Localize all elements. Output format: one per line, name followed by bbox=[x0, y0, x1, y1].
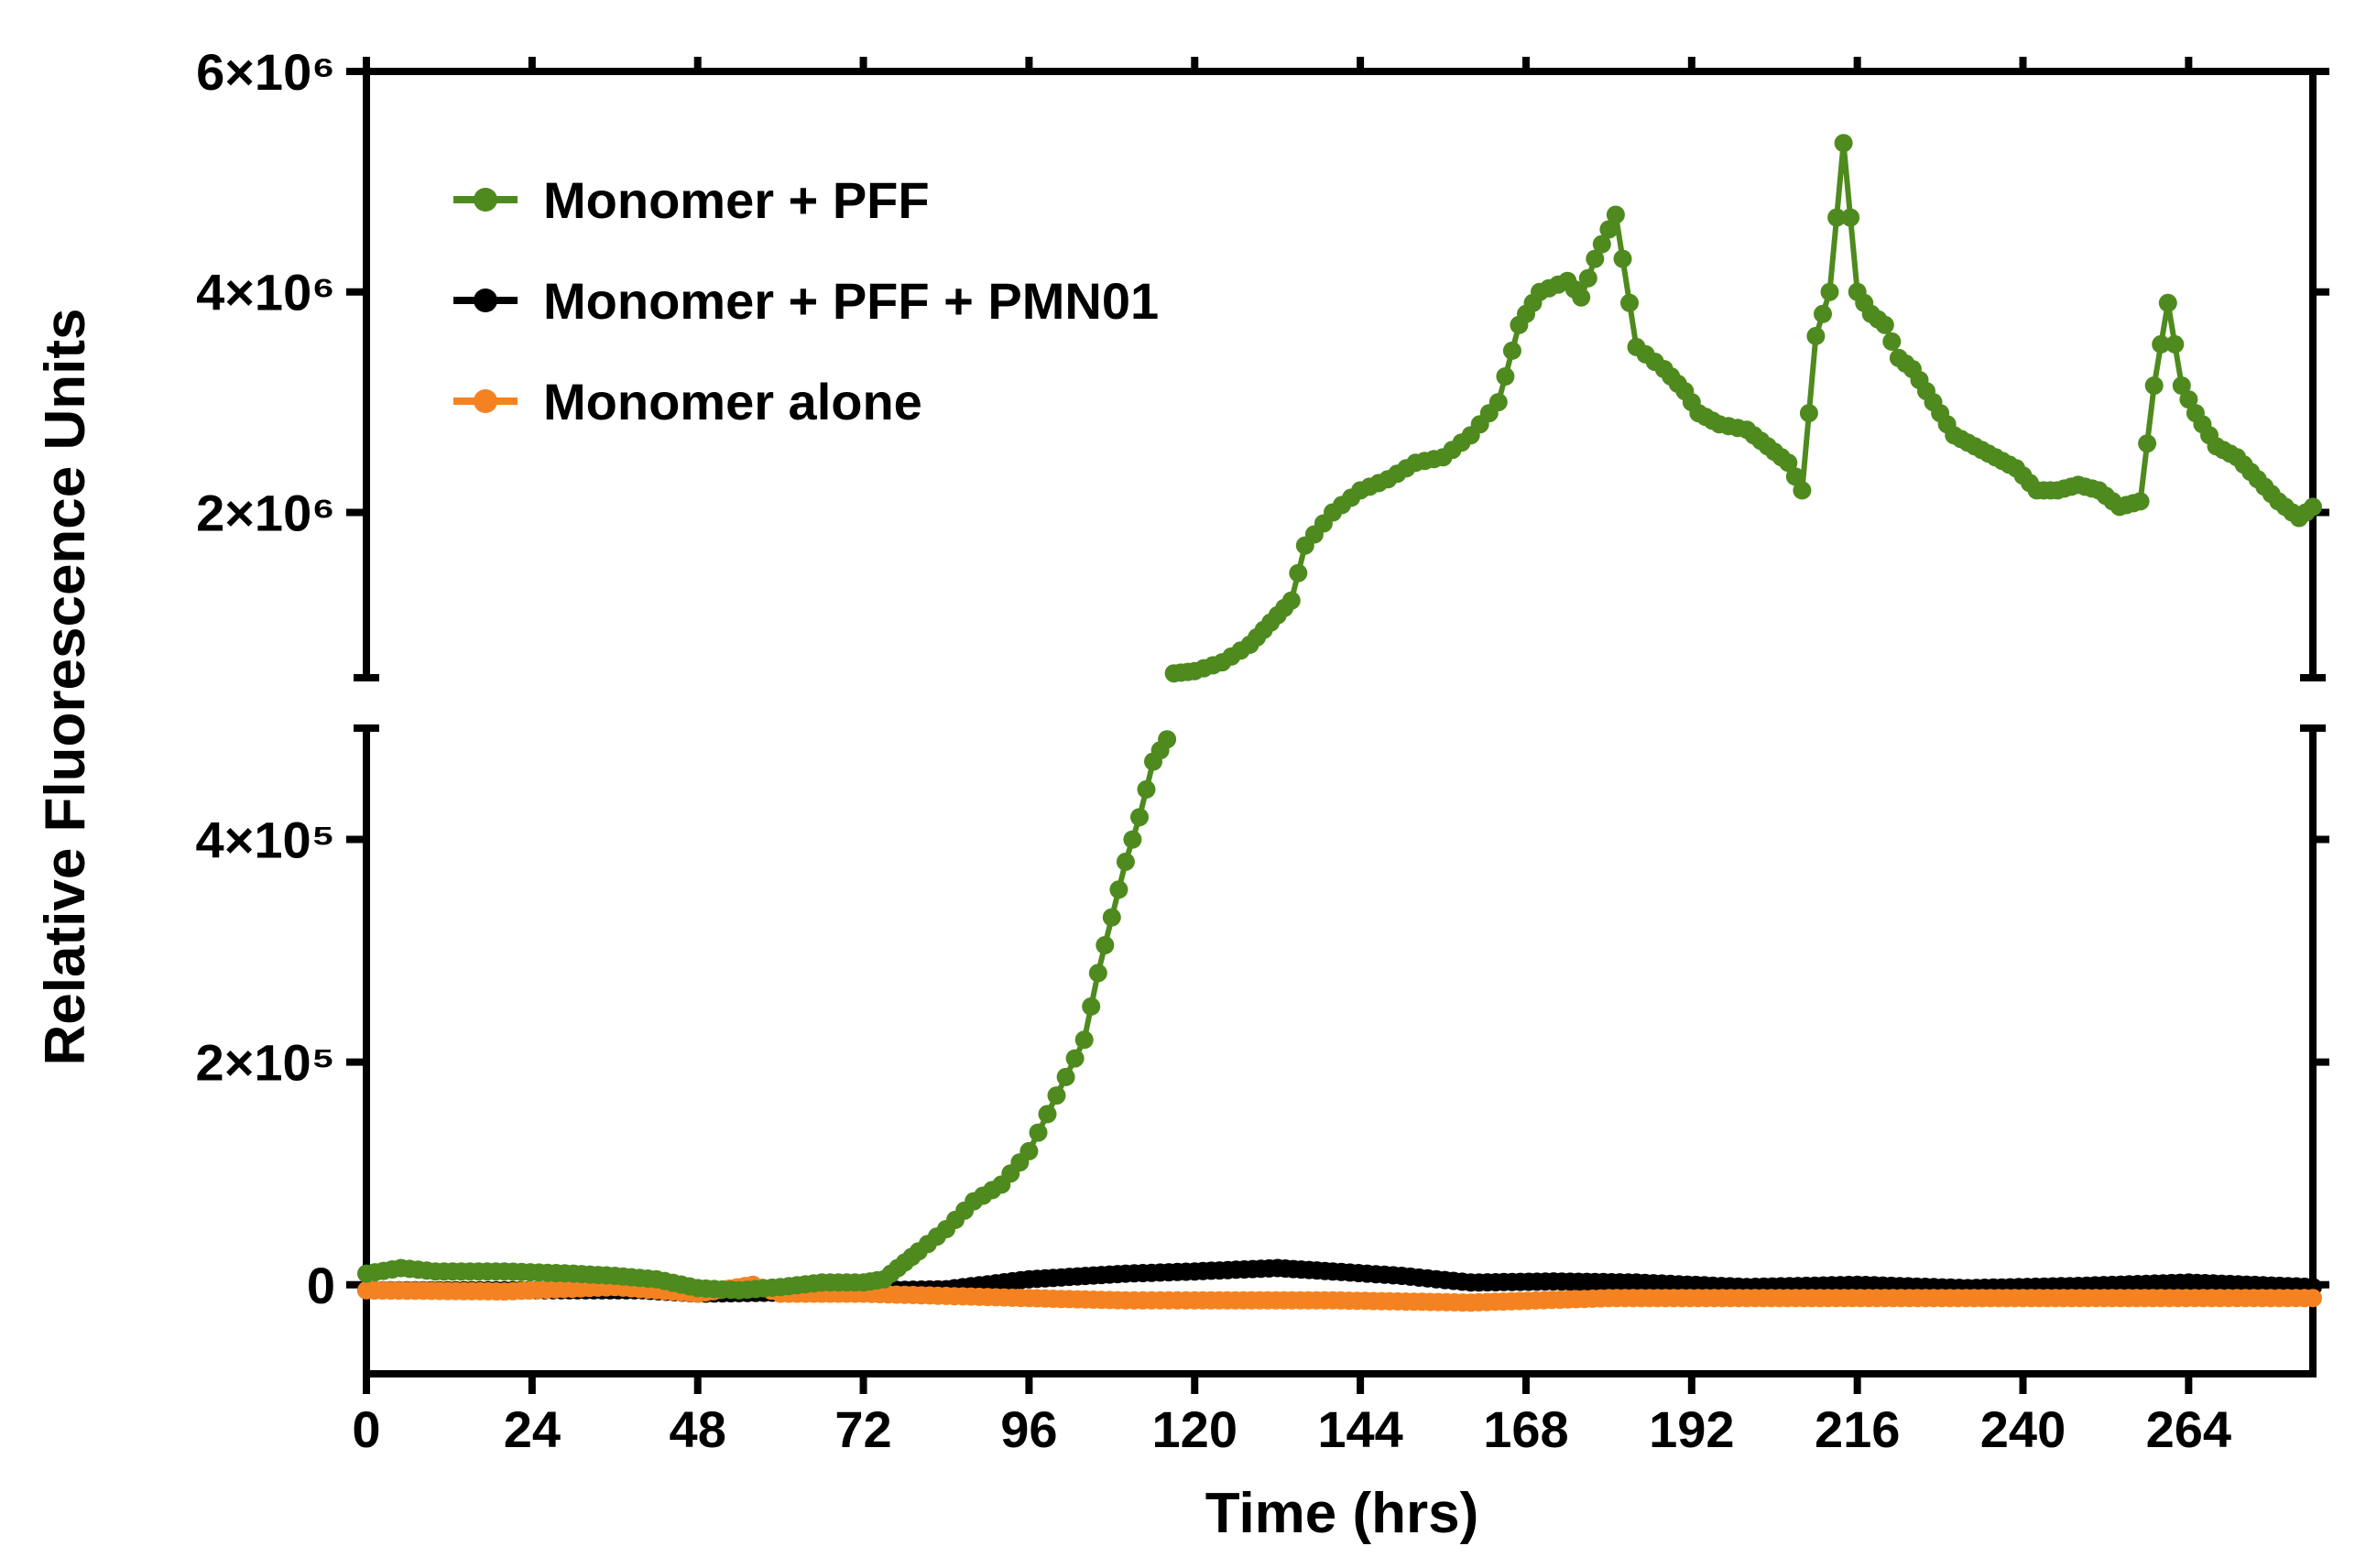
legend-marker bbox=[474, 188, 497, 212]
y-tick-label: 4×10⁶ bbox=[196, 264, 335, 321]
data-point bbox=[1599, 220, 1619, 239]
data-point bbox=[1841, 208, 1860, 227]
data-point bbox=[1289, 563, 1308, 583]
data-point bbox=[2304, 497, 2322, 517]
data-point bbox=[1056, 1067, 1075, 1086]
data-point bbox=[1572, 288, 1591, 307]
data-point bbox=[1875, 315, 1894, 334]
legend-label: Monomer alone bbox=[543, 373, 922, 430]
data-point bbox=[1799, 404, 1818, 423]
data-point bbox=[1123, 830, 1142, 849]
series-0 bbox=[357, 134, 2322, 1300]
y-tick-label: 4×10⁵ bbox=[196, 811, 335, 869]
data-point bbox=[1620, 293, 1639, 312]
data-point bbox=[1019, 1141, 1039, 1160]
data-point bbox=[1038, 1105, 1057, 1124]
y-tick-label: 2×10⁶ bbox=[196, 484, 335, 541]
data-point bbox=[1088, 964, 1107, 983]
x-tick-label: 48 bbox=[670, 1400, 726, 1458]
data-point bbox=[1814, 304, 1832, 323]
data-point bbox=[1109, 880, 1128, 899]
data-point bbox=[1130, 808, 1149, 827]
legend-label: Monomer + PFF + PMN01 bbox=[543, 272, 1159, 330]
data-point bbox=[1137, 779, 1156, 799]
data-point bbox=[1082, 996, 1101, 1016]
data-point bbox=[1158, 730, 1177, 749]
y-tick-label: 6×10⁶ bbox=[196, 43, 335, 101]
data-point bbox=[2131, 492, 2150, 511]
data-point bbox=[1281, 591, 1301, 610]
x-tick-label: 240 bbox=[1980, 1400, 2066, 1458]
data-point bbox=[1578, 268, 1597, 288]
legend-marker bbox=[474, 289, 497, 312]
data-point bbox=[1785, 467, 1804, 486]
data-point bbox=[1779, 453, 1798, 473]
data-point bbox=[1882, 332, 1902, 351]
x-tick-label: 192 bbox=[1649, 1400, 1734, 1458]
x-axis-title: Time (hrs) bbox=[1205, 1482, 1479, 1545]
x-tick-label: 0 bbox=[352, 1400, 380, 1458]
data-point bbox=[2158, 293, 2177, 312]
data-point bbox=[1065, 1049, 1085, 1068]
data-point bbox=[1102, 908, 1121, 927]
data-point bbox=[1806, 326, 1826, 345]
data-point bbox=[2152, 334, 2171, 354]
data-point bbox=[1496, 367, 1515, 386]
series-layer bbox=[357, 134, 2322, 1312]
x-tick-label: 216 bbox=[1815, 1400, 1900, 1458]
y-axis-title: Relative Fluorescence Units bbox=[34, 309, 97, 1066]
x-tick-label: 72 bbox=[834, 1400, 891, 1458]
data-point bbox=[1820, 282, 1839, 301]
data-point bbox=[2138, 434, 2157, 453]
data-point bbox=[1096, 936, 1115, 954]
data-point bbox=[1029, 1123, 1048, 1142]
x-tick-label: 120 bbox=[1152, 1400, 1238, 1458]
data-point bbox=[2179, 390, 2198, 409]
legend-marker bbox=[474, 389, 497, 413]
y-tick-label: 2×10⁵ bbox=[196, 1034, 335, 1092]
x-tick-label: 264 bbox=[2146, 1400, 2231, 1458]
data-point bbox=[1502, 341, 1521, 360]
data-point bbox=[1074, 1030, 1094, 1050]
axes: 0 24 48 72 96 120 144 168 192 216 240 264 0 2×10⁵ 4×10… bbox=[196, 43, 2329, 1458]
y-tick-label: 0 bbox=[307, 1257, 335, 1314]
legend-label: Monomer + PFF bbox=[543, 171, 930, 229]
data-point bbox=[1793, 481, 1812, 500]
data-point bbox=[1827, 208, 1847, 227]
data-point bbox=[2304, 1289, 2322, 1308]
data-point bbox=[1606, 205, 1625, 224]
data-point bbox=[1116, 852, 1135, 871]
x-tick-label: 144 bbox=[1317, 1400, 1402, 1458]
data-point bbox=[1613, 249, 1632, 268]
data-point bbox=[2165, 334, 2185, 354]
data-point bbox=[1592, 234, 1611, 254]
data-point bbox=[1586, 249, 1605, 268]
data-point bbox=[2144, 376, 2164, 395]
x-tick-label: 24 bbox=[504, 1400, 561, 1458]
data-point bbox=[1047, 1086, 1066, 1105]
x-tick-label: 168 bbox=[1483, 1400, 1568, 1458]
data-point bbox=[2172, 376, 2191, 395]
legend: Monomer + PFF Monomer + PFF + PMN01 Monome… bbox=[453, 171, 1159, 430]
data-point bbox=[1834, 134, 1853, 153]
data-point bbox=[1488, 393, 1508, 412]
x-tick-label: 96 bbox=[1000, 1400, 1057, 1458]
